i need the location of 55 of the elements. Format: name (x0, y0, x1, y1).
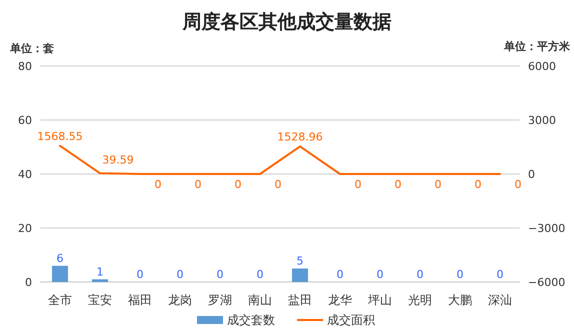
data-label: 0 (216, 268, 224, 281)
data-label: 0 (416, 268, 424, 281)
bar (92, 279, 108, 282)
x-tick-label: 盐田 (288, 293, 312, 307)
data-label: 1568.55 (37, 130, 83, 143)
x-tick-label: 深汕 (488, 293, 512, 307)
y2-tick-label: 6000 (528, 60, 556, 73)
x-tick-label: 福田 (128, 293, 152, 307)
y-tick-label: 60 (18, 114, 32, 127)
data-label: 39.59 (102, 153, 134, 166)
y2-tick-label: 0 (528, 168, 535, 181)
data-label: 0 (234, 178, 242, 191)
data-label: 0 (154, 178, 162, 191)
bar (292, 268, 308, 282)
data-label: 1 (96, 265, 104, 278)
data-label: 0 (176, 268, 184, 281)
y-tick-label: 0 (25, 276, 32, 289)
data-label: 0 (394, 178, 402, 191)
x-tick-label: 龙岗 (168, 293, 192, 307)
y2-tick-label: −6000 (528, 276, 566, 289)
data-label: 6 (56, 252, 64, 265)
data-label: 0 (136, 268, 144, 281)
y-tick-label: 80 (18, 60, 32, 73)
y-tick-label: 20 (18, 222, 32, 235)
x-tick-label: 全市 (48, 293, 72, 307)
data-label: 0 (274, 178, 282, 191)
data-label: 0 (434, 178, 442, 191)
y2-tick-label: 3000 (528, 114, 556, 127)
data-label: 0 (376, 268, 384, 281)
chart-title: 周度各区其他成交量数据 (182, 11, 392, 33)
x-tick-label: 罗湖 (208, 293, 232, 307)
text: 单位：平方米 (503, 40, 571, 53)
y-tick-label: 40 (18, 168, 32, 181)
data-label: 1528.96 (277, 130, 323, 144)
data-label: 0 (194, 178, 202, 191)
data-label: 0 (496, 268, 504, 281)
legend-label: 成交面积 (327, 313, 375, 327)
x-tick-label: 南山 (248, 293, 272, 307)
bar (52, 266, 68, 282)
data-label: 0 (474, 178, 482, 191)
data-label: 0 (514, 178, 522, 191)
x-tick-label: 宝安 (88, 293, 112, 307)
x-tick-label: 坪山 (367, 293, 392, 307)
legend-label: 成交套数 (227, 313, 275, 327)
line-series (59, 144, 501, 175)
data-label: 5 (296, 254, 304, 268)
y2-tick-label: −3000 (528, 222, 566, 235)
data-label: 0 (256, 268, 264, 281)
data-label: 0 (336, 268, 344, 281)
x-tick-label: 大鹏 (448, 293, 472, 307)
x-tick-label: 光明 (408, 293, 432, 307)
x-tick-label: 龙华 (328, 293, 352, 307)
data-label: 0 (456, 268, 464, 281)
text: 单位：套 (9, 42, 54, 55)
data-label: 0 (354, 178, 362, 191)
